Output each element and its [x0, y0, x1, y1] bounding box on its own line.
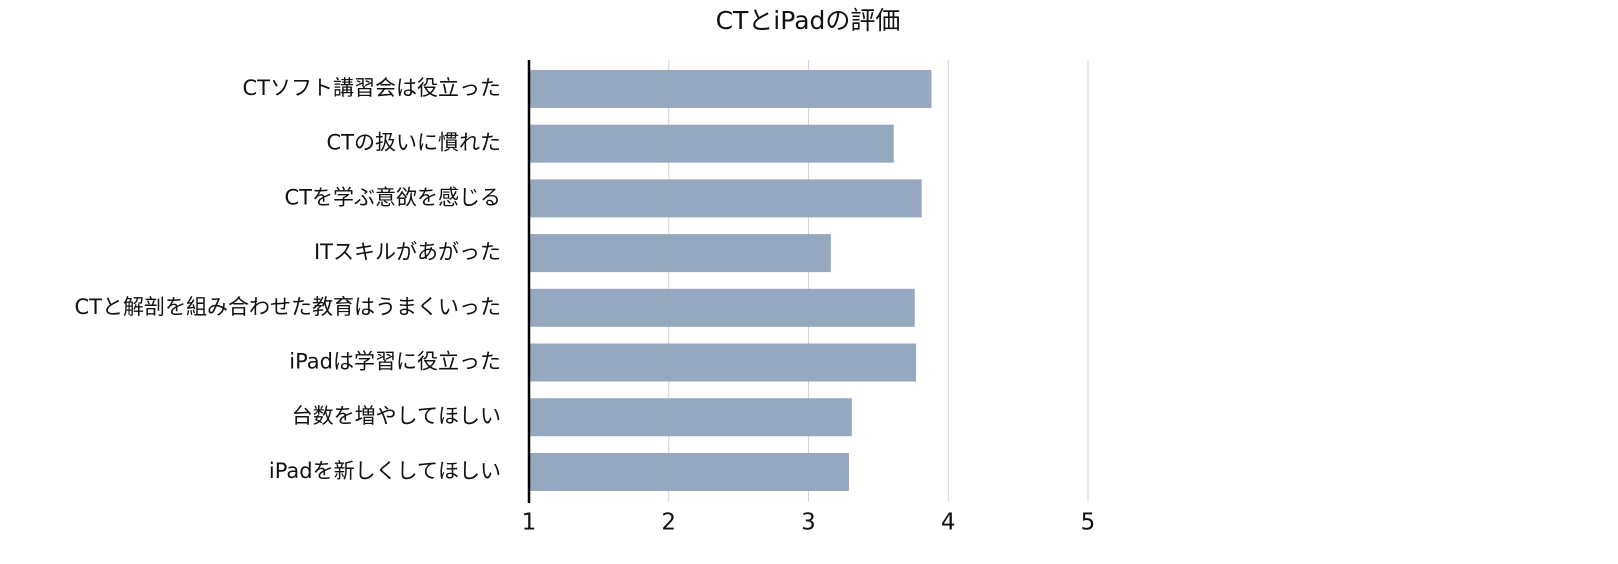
y-tick-label: ITスキルがあがった [314, 240, 501, 264]
chart-title: CTとiPadの評価 [716, 6, 901, 35]
y-tick-label: 台数を増やしてほしい [292, 404, 501, 428]
bar [529, 179, 922, 218]
y-tick-label: CTを学ぶ意欲を感じる [285, 185, 502, 209]
x-tick-label: 2 [661, 510, 676, 536]
bar [529, 234, 831, 273]
bar [529, 343, 917, 382]
x-tick-label: 4 [941, 510, 956, 536]
bar [529, 452, 850, 491]
x-tick-label: 1 [522, 510, 537, 536]
y-tick-label: CTの扱いに慣れた [327, 131, 502, 155]
y-tick-label: iPadを新しくしてほしい [269, 459, 501, 483]
bar [529, 288, 915, 327]
x-tick-label: 5 [1081, 510, 1096, 536]
y-tick-label: CTと解剖を組み合わせた教育はうまくいった [75, 295, 502, 319]
bar [529, 69, 932, 108]
y-tick-label: iPadは学習に役立った [289, 350, 501, 374]
y-tick-label: CTソフト講習会は役立った [243, 76, 502, 100]
bar [529, 124, 894, 163]
x-tick-label: 3 [801, 510, 816, 536]
bar [529, 398, 852, 437]
